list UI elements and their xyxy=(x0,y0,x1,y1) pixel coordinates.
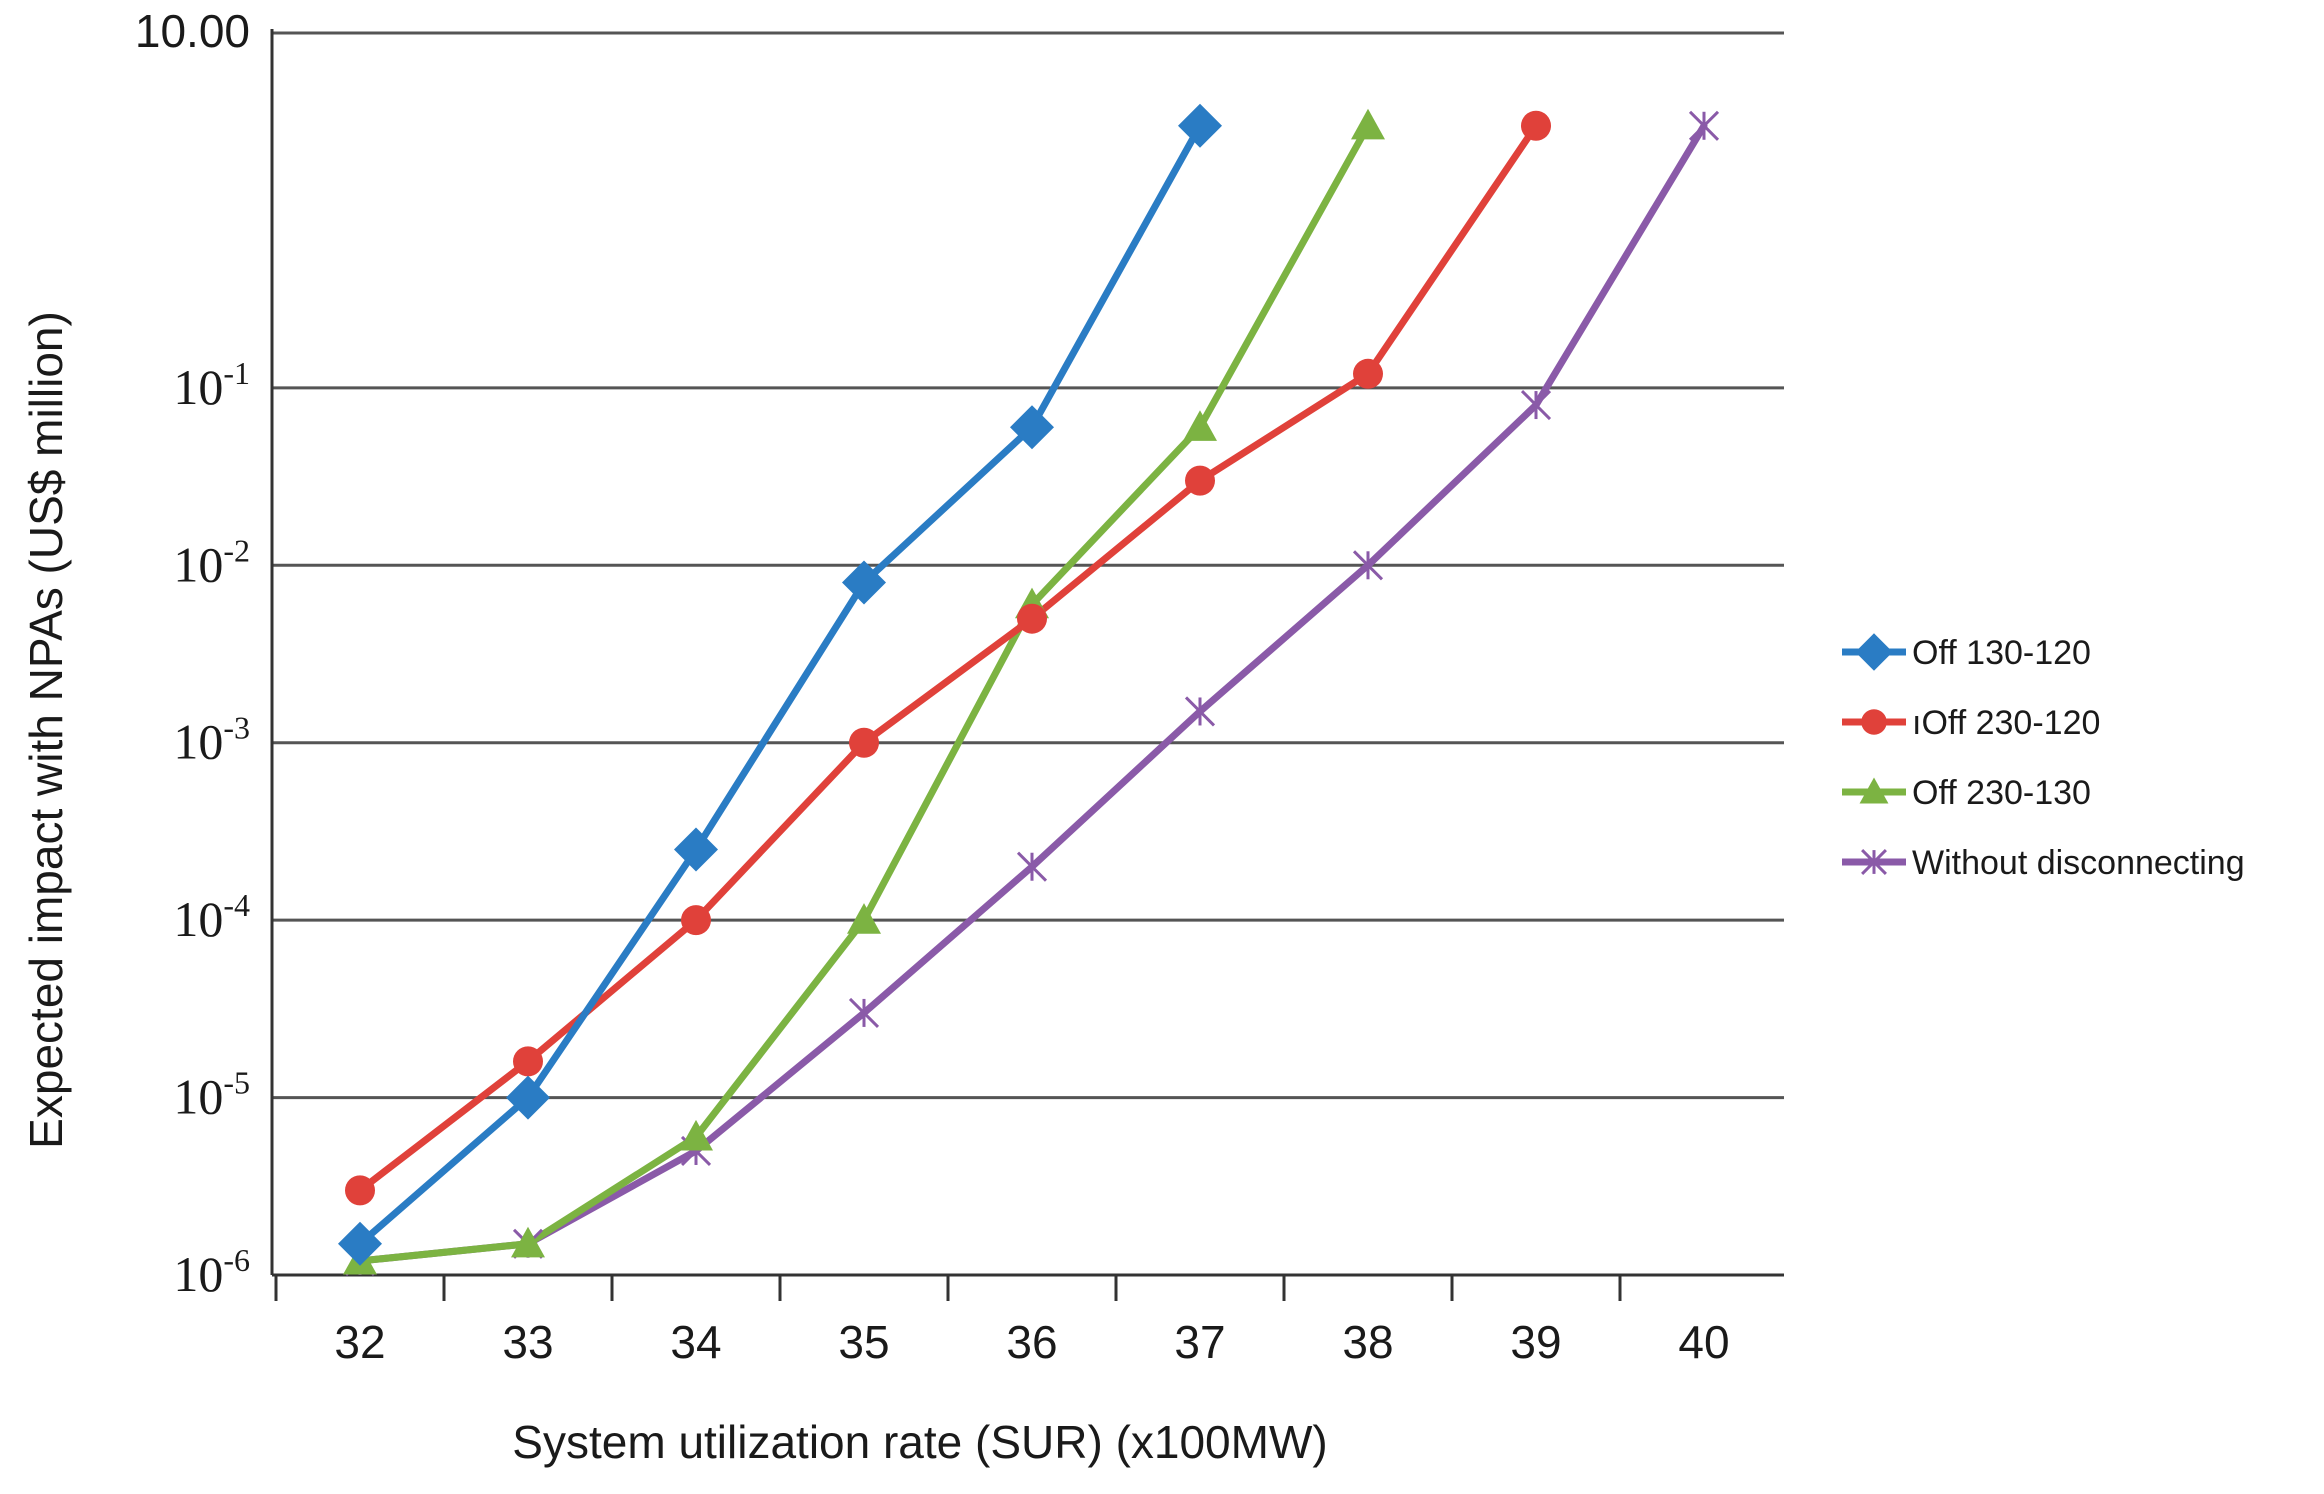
data-point xyxy=(674,827,718,872)
x-tick-label: 35 xyxy=(838,1316,889,1368)
data-point xyxy=(1352,550,1384,581)
legend-marker xyxy=(1859,777,1889,804)
legend-marker xyxy=(1861,709,1887,735)
y-tick-label: 10-3 xyxy=(173,710,250,770)
y-tick-label: 10-5 xyxy=(173,1065,250,1125)
legend: Off 130-120 ıOff 230-120 Off 230-130 Withou… xyxy=(1842,633,2245,882)
data-point xyxy=(1017,603,1047,634)
data-point xyxy=(842,560,886,605)
x-tick-labels: 32 33 34 35 36 37 38 39 40 xyxy=(334,1316,1729,1368)
data-point xyxy=(1353,358,1383,389)
data-point xyxy=(848,997,880,1028)
legend-label: Off 230-130 xyxy=(1912,774,2091,812)
data-point xyxy=(1016,851,1048,882)
y-tick-label: 10-2 xyxy=(173,532,250,592)
data-point xyxy=(345,1175,375,1206)
series-line-off-230-120 xyxy=(356,122,1540,1194)
data-point xyxy=(511,1226,545,1258)
data-point xyxy=(1178,103,1222,148)
x-tick-label: 32 xyxy=(334,1316,385,1368)
x-axis-title: System utilization rate (SUR) (x100MW) xyxy=(512,1416,1327,1468)
axes xyxy=(270,29,1784,1301)
data-point xyxy=(681,905,711,936)
legend-item: Off 130-120 xyxy=(1842,633,2091,672)
series-line-without-disconnecting xyxy=(356,122,1708,1265)
data-point xyxy=(679,1119,713,1151)
data-point xyxy=(1351,108,1385,140)
x-tick-label: 33 xyxy=(502,1316,553,1368)
legend-item: Off 230-130 xyxy=(1842,774,2091,812)
y-tick-label: 10-1 xyxy=(173,355,250,415)
legend-marker xyxy=(1855,633,1893,671)
data-point xyxy=(849,727,879,758)
legend-item: Without disconnecting xyxy=(1842,844,2245,882)
data-point xyxy=(1184,696,1216,727)
legend-marker xyxy=(1861,849,1887,875)
series-markers xyxy=(338,103,1720,1277)
x-tick-label: 40 xyxy=(1678,1316,1729,1368)
x-tick-label: 38 xyxy=(1342,1316,1393,1368)
legend-label: ıOff 230-120 xyxy=(1912,704,2100,742)
data-point xyxy=(338,1221,382,1266)
x-tick-label: 34 xyxy=(670,1316,721,1368)
y-tick-label: 10-6 xyxy=(173,1242,250,1302)
y-tick-label: 10.00 xyxy=(135,5,250,57)
data-point xyxy=(847,903,881,934)
y-tick-label: 10-4 xyxy=(173,887,250,947)
data-point xyxy=(1185,465,1215,496)
data-point xyxy=(1010,405,1054,450)
data-point xyxy=(1521,110,1551,141)
data-point xyxy=(513,1046,543,1077)
series-lines xyxy=(356,122,1708,1265)
legend-label: Without disconnecting xyxy=(1912,844,2245,882)
grid-lines xyxy=(272,31,1784,1100)
x-tick-label: 36 xyxy=(1006,1316,1057,1368)
data-point xyxy=(1688,110,1720,141)
legend-item: ıOff 230-120 xyxy=(1842,704,2100,742)
series-line-off-130-120 xyxy=(356,122,1204,1248)
y-axis-title: Expected impact with NPAs (US$ million) xyxy=(20,311,72,1149)
x-tick-label: 39 xyxy=(1510,1316,1561,1368)
data-point xyxy=(1520,389,1552,421)
data-point xyxy=(506,1075,550,1120)
x-tick-label: 37 xyxy=(1174,1316,1225,1368)
data-point xyxy=(1183,410,1217,441)
y-tick-labels: 10.00 10-1 10-2 10-3 10-4 10-5 10-6 xyxy=(135,5,250,1302)
legend-label: Off 130-120 xyxy=(1912,634,2091,672)
